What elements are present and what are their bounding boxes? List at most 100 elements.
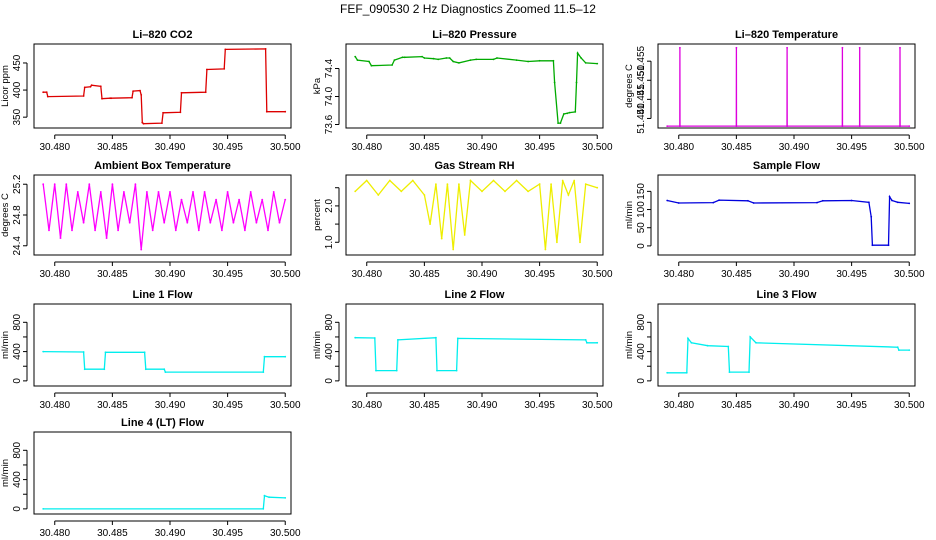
line-2-flow-data-point: [455, 369, 458, 372]
x-tick-label: 30.480: [39, 400, 70, 411]
line-1-flow-data-point: [143, 351, 146, 354]
plot-frame: [33, 431, 292, 515]
ambient-box-temperature-data-point: [157, 191, 160, 193]
li-820-pressure-data-point: [391, 64, 393, 66]
ambient-box-temperature-data-point: [180, 198, 183, 201]
li-820-pressure-data-point: [421, 55, 423, 58]
x-tick-label: 30.490: [155, 142, 186, 153]
y-tick-label: 1.0: [324, 235, 335, 249]
li-820-pressure-data-point: [515, 59, 518, 61]
panel-ambient-box-temperature: Ambient Box Temperature 30.480 30.485 30.49…: [0, 160, 301, 280]
line-2-flow-data-point: [373, 337, 376, 339]
line-1-flow-data-point: [263, 355, 266, 358]
li-820-temperature-data-point: [841, 46, 844, 49]
y-tick-label: 800: [324, 314, 335, 331]
line-3-flow-data-point: [898, 349, 900, 351]
x-tick-label: 30.500: [270, 400, 301, 411]
li-820-co2-data-point: [45, 91, 48, 94]
ambient-box-temperature-data-point: [151, 229, 154, 232]
line-3-flow-data-point: [685, 371, 688, 374]
gas-stream-rh-data-point: [527, 190, 529, 193]
ambient-box-temperature-data-point: [169, 191, 171, 193]
li-820-temperature-data-point: [841, 125, 844, 127]
li-820-pressure-data-point: [393, 59, 396, 61]
ambient-box-temperature-data-point: [221, 229, 223, 232]
y-axis-title: percent: [312, 199, 323, 231]
panel-line-1-flow: Line 1 Flow 30.480 30.485 30.490 30.495 30.50…: [0, 289, 301, 411]
line-2-flow-data-point: [586, 341, 588, 344]
sample-flow-data-point: [908, 202, 911, 205]
li-820-pressure-data-point: [527, 60, 529, 63]
gas-stream-rh-data-point: [452, 248, 455, 251]
y-tick-label: 73.6: [324, 114, 335, 134]
ambient-box-temperature-data-point: [82, 221, 85, 224]
ambient-box-temperature-data-point: [272, 191, 275, 193]
sample-flow-series-line: [667, 194, 910, 246]
x-tick-label: 30.485: [97, 269, 128, 280]
li-820-pressure-series-line: [354, 51, 598, 124]
li-820-co2-data-point: [46, 95, 49, 98]
gas-stream-rh-data-point: [435, 183, 437, 186]
y-tick-label: 400: [12, 81, 23, 98]
panel-title: Line 3 Flow: [757, 289, 817, 301]
li-820-pressure-data-point: [584, 62, 587, 64]
ambient-box-temperature-data-point: [53, 183, 56, 186]
x-tick-label: 30.480: [39, 528, 70, 539]
ambient-box-temperature-data-point: [42, 183, 45, 186]
x-tick-label: 30.490: [467, 400, 498, 411]
sample-flow-data-point: [871, 244, 874, 247]
x-tick-label: 30.485: [97, 528, 128, 539]
sample-flow-data-point: [666, 199, 669, 202]
y-tick-label: 450: [12, 54, 23, 71]
li-820-co2-data-point: [99, 85, 102, 88]
plot-frame: [657, 174, 916, 256]
y-axis-title: Licor ppm: [0, 65, 11, 107]
x-tick-label: 30.500: [582, 142, 613, 153]
line-3-flow-data-point: [749, 336, 752, 338]
y-tick-label: 51.450: [636, 65, 647, 96]
x-tick-label: 30.495: [836, 400, 867, 411]
x-tick-label: 30.495: [836, 142, 867, 153]
gas-stream-rh-data-point: [567, 194, 570, 196]
y-tick-label: 400: [12, 471, 23, 488]
gas-stream-rh-data-point: [596, 186, 599, 189]
y-tick-label: 24.4: [12, 236, 23, 256]
line-3-flow-data-point: [687, 337, 689, 340]
gas-stream-rh-data-point: [579, 241, 581, 244]
line-2-flow-data-point: [397, 339, 399, 341]
li-820-temperature-data-point: [908, 125, 911, 127]
panel-line-4-lt-flow: Line 4 (LT) Flow 30.480 30.485 30.490 30.495…: [0, 417, 301, 539]
plot-frame: [345, 174, 604, 256]
ambient-box-temperature-data-point: [226, 191, 229, 193]
ambient-box-temperature-data-point: [261, 198, 264, 201]
gas-stream-rh-data-point: [584, 183, 587, 186]
x-tick-label: 30.480: [39, 142, 70, 153]
gas-stream-rh-data-point: [550, 183, 552, 186]
li-820-temperature-data-point: [666, 125, 669, 127]
x-tick-label: 30.480: [39, 269, 70, 280]
panel-li-820-temperature: Li–820 Temperature 30.480 30.485 30.490 30.4…: [624, 29, 925, 153]
line-4-lt-flow-data-point: [284, 497, 287, 499]
li-820-co2-data-point: [140, 94, 143, 96]
line-1-flow-data-point: [103, 368, 106, 371]
x-tick-label: 30.500: [894, 269, 925, 280]
li-820-pressure-data-point: [596, 62, 599, 65]
line-3-flow-data-point: [896, 346, 899, 349]
li-820-co2-data-point: [141, 121, 144, 124]
ambient-box-temperature-data-point: [128, 221, 131, 224]
panel-title: Li–820 Temperature: [735, 29, 838, 41]
li-820-temperature-data-point: [735, 125, 738, 127]
li-820-pressure-data-point: [452, 60, 455, 63]
x-tick-label: 30.485: [721, 142, 752, 153]
sample-flow-data-point: [718, 199, 720, 202]
sample-flow-data-point: [887, 244, 890, 247]
plot-frame: [33, 303, 292, 387]
x-tick-label: 30.485: [721, 269, 752, 280]
gas-stream-rh-data-point: [354, 190, 357, 193]
gas-stream-rh-data-point: [377, 194, 380, 196]
ambient-box-temperature-data-point: [255, 221, 258, 224]
y-tick-label: 800: [12, 314, 23, 331]
li-820-temperature-data-point: [679, 46, 681, 49]
line-3-flow-data-point: [728, 371, 731, 373]
